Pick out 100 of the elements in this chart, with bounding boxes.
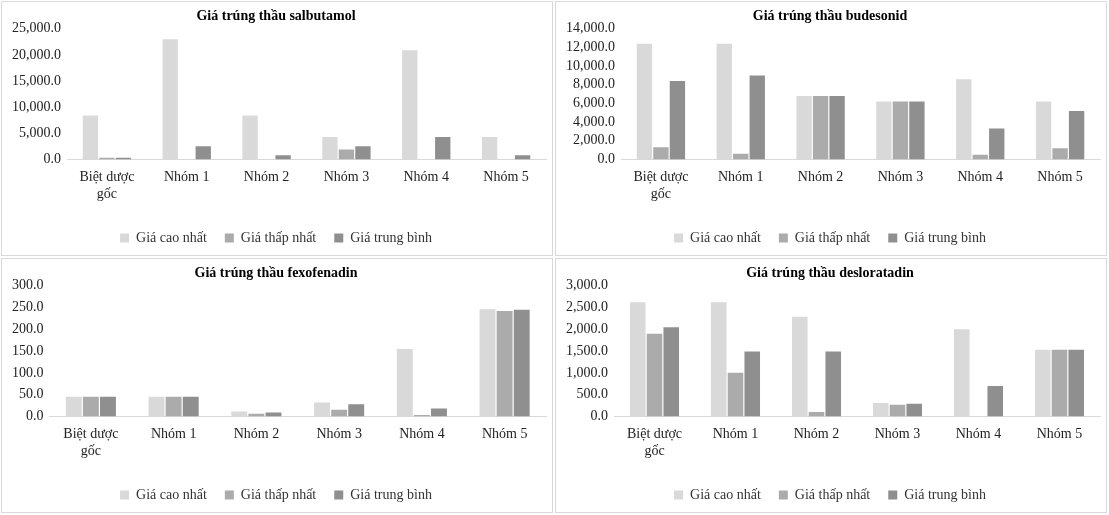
y-tick-label: 500.0 (576, 386, 608, 402)
x-tick-label: Nhóm 2 (243, 169, 290, 185)
bar (906, 403, 923, 417)
bar (987, 385, 1004, 417)
bar (182, 396, 199, 417)
bar (265, 412, 282, 417)
y-tick-label: 25,000.0 (12, 20, 61, 36)
y-tick-label: 6,000.0 (573, 95, 615, 111)
chart-title: Giá trúng thầu desloratadin (746, 265, 915, 281)
y-tick-label: 2,500.0 (566, 299, 608, 315)
legend-label: Giá cao nhất (690, 229, 761, 245)
bar (496, 311, 513, 417)
x-tick-label: Nhóm 3 (316, 426, 362, 442)
legend-label: Giá cao nhất (690, 486, 761, 502)
legend-label: Giá trung bình (350, 229, 432, 245)
legend-label: Giá cao nhất (136, 229, 207, 245)
y-tick-label: 50.0 (19, 386, 44, 402)
bar (825, 351, 842, 417)
x-tick-label: Nhóm 5 (483, 169, 529, 185)
y-tick-label: 0.0 (590, 408, 608, 424)
x-tick-label: Nhóm 2 (797, 169, 844, 185)
x-tick-label: Nhóm 1 (712, 426, 759, 442)
y-tick-label: 8,000.0 (573, 76, 615, 92)
chart-title: Giá trúng thầu budesonid (752, 8, 908, 24)
y-tick-label: 0.0 (43, 151, 61, 167)
bar (355, 146, 371, 160)
x-tick-label: Biệt dược gốc (63, 426, 119, 459)
x-tick-label: Nhóm 1 (164, 169, 210, 185)
chart-title: Giá trúng thầu fexofenadin (194, 265, 358, 281)
x-tick-label: Nhóm 2 (233, 426, 280, 442)
bar (829, 95, 845, 160)
bar (663, 327, 680, 417)
x-tick-label: Nhóm 5 (1037, 169, 1083, 185)
y-tick-label: 2,000.0 (566, 321, 608, 337)
bar (892, 101, 909, 160)
legend-label: Giá thấp nhất (240, 486, 317, 502)
x-tick-label: Nhóm 5 (481, 426, 528, 442)
legend-label: Giá cao nhất (136, 486, 207, 502)
x-tick-label: Nhóm 3 (874, 426, 921, 442)
x-tick-label: Nhóm 4 (403, 169, 449, 185)
bar (727, 372, 744, 417)
bar (348, 404, 365, 417)
bar (812, 95, 829, 160)
bar (513, 309, 530, 417)
bar (749, 75, 765, 160)
bar (909, 101, 925, 160)
y-tick-label: 150.0 (12, 342, 44, 358)
x-tick-label: Biệt dược gốc (79, 169, 135, 202)
y-tick-label: 1,500.0 (566, 342, 608, 358)
x-tick-label: Nhóm 1 (718, 169, 764, 185)
legend-label: Giá thấp nhất (794, 229, 871, 245)
bar (744, 351, 761, 417)
y-tick-label: 12,000.0 (566, 39, 615, 55)
bar (653, 147, 669, 160)
x-tick-label: Nhóm 4 (957, 169, 1003, 185)
y-tick-label: 100.0 (12, 364, 44, 380)
x-tick-label: Nhóm 4 (955, 426, 1002, 442)
y-tick-label: 4,000.0 (573, 113, 615, 129)
y-tick-label: 10,000.0 (566, 57, 615, 73)
y-tick-label: 250.0 (12, 299, 44, 315)
chart-title: Giá trúng thầu salbutamol (196, 8, 356, 24)
legend-label: Giá trung bình (904, 486, 986, 502)
bar (514, 155, 531, 160)
x-tick-label: Biệt dược gốc (633, 169, 689, 202)
bar (1052, 148, 1068, 160)
bar (669, 81, 686, 160)
bar (889, 404, 906, 417)
bar (1068, 110, 1085, 160)
legend-label: Giá trung bình (904, 229, 986, 245)
bar (1051, 349, 1068, 417)
y-tick-label: 5,000.0 (19, 124, 61, 140)
x-tick-label: Nhóm 5 (1036, 426, 1083, 442)
y-tick-label: 0.0 (26, 408, 44, 424)
x-tick-label: Nhóm 4 (399, 426, 445, 442)
bar (165, 396, 182, 417)
y-tick-label: 3,000.0 (566, 277, 608, 293)
bar (338, 149, 355, 160)
y-tick-label: 14,000.0 (566, 20, 615, 36)
y-tick-label: 10,000.0 (12, 98, 61, 114)
legend-label: Giá trung bình (350, 486, 432, 502)
bar (431, 408, 447, 417)
legend-label: Giá thấp nhất (240, 229, 317, 245)
bar (435, 136, 451, 160)
y-tick-label: 15,000.0 (12, 72, 61, 88)
x-tick-label: Biệt dược gốc (626, 426, 683, 459)
y-tick-label: 200.0 (12, 321, 44, 337)
x-tick-label: Nhóm 2 (793, 426, 840, 442)
bar (275, 155, 291, 160)
y-tick-label: 1,000.0 (566, 364, 608, 380)
y-tick-label: 300.0 (12, 277, 44, 293)
bar (100, 396, 116, 417)
bar (1068, 349, 1085, 417)
bar (331, 409, 348, 417)
x-tick-label: Nhóm 3 (877, 169, 924, 185)
x-tick-label: Nhóm 3 (323, 169, 370, 185)
bar (195, 146, 211, 160)
legend-label: Giá thấp nhất (794, 486, 871, 502)
y-tick-label: 20,000.0 (12, 46, 61, 62)
x-tick-label: Nhóm 1 (150, 426, 197, 442)
y-tick-label: 0.0 (597, 151, 615, 167)
